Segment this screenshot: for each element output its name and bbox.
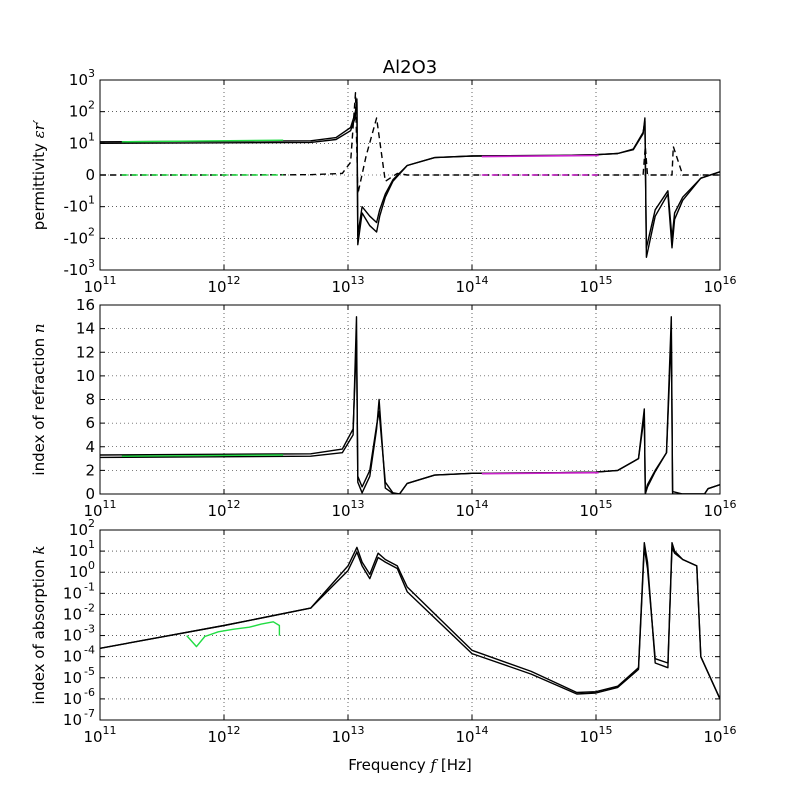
x-tick-label: 1015 <box>579 498 612 520</box>
absorption-series-line <box>186 621 281 648</box>
y-tick-label: 10 -7 <box>63 707 95 729</box>
x-tick-label: 1013 <box>331 724 364 746</box>
absorption-series-line <box>100 542 720 700</box>
refraction-series-line <box>100 333 720 494</box>
y-tick-label: -103 <box>64 257 96 279</box>
y-tick-label: 10 -5 <box>63 665 95 687</box>
y-tick-label: 10 -2 <box>63 601 95 623</box>
x-tick-label: 1014 <box>455 498 488 520</box>
absorption-series-line <box>100 546 720 700</box>
chart-title: Al2O3 <box>383 57 437 78</box>
x-tick-label: 1014 <box>455 274 488 296</box>
permittivity-series-line <box>481 154 599 158</box>
x-tick-label: 1012 <box>207 498 240 520</box>
y-tick-label: -102 <box>64 225 96 247</box>
x-tick-label: 1016 <box>703 724 736 746</box>
refraction-series-line <box>121 454 284 457</box>
x-axis-label-post: [Hz] <box>436 756 472 774</box>
y-tick-label: 100 <box>69 559 95 581</box>
y-tick-label: 10 -3 <box>63 623 95 645</box>
y-tick-label: 14 <box>76 320 95 338</box>
y-tick-label: 10 -6 <box>63 686 95 708</box>
refraction-panel: 1011 1012 1013 1014 1015 10160246810121416ind… <box>30 296 737 520</box>
y-tick-label: 12 <box>76 343 95 361</box>
x-tick-label: 1015 <box>579 274 612 296</box>
y-tick-label: 0 <box>85 485 95 503</box>
y-tick-label: 101 <box>69 130 95 152</box>
permittivity-y-axis-label: permittivity εr′ <box>30 119 48 230</box>
y-tick-label: 10 <box>76 367 95 385</box>
x-axis-label: Frequency f [Hz] <box>348 756 471 774</box>
x-tick-label: 1016 <box>703 498 736 520</box>
x-tick-label: 1012 <box>207 724 240 746</box>
permittivity-series-line <box>100 92 720 195</box>
permittivity-axes-frame <box>99 79 721 271</box>
x-tick-label: 1011 <box>83 724 116 746</box>
x-axis-label-var: f <box>430 756 439 774</box>
x-tick-label: 1015 <box>579 724 612 746</box>
x-tick-label: 1011 <box>83 274 116 296</box>
y-tick-label: -101 <box>64 194 96 216</box>
y-tick-label: 10 -1 <box>63 580 95 602</box>
x-tick-label: 1014 <box>455 724 488 746</box>
y-tick-label: 0 <box>85 166 95 184</box>
x-tick-label: 1012 <box>207 274 240 296</box>
y-tick-label: 8 <box>85 391 95 409</box>
refraction-series-line <box>481 471 599 475</box>
refraction-y-axis-label: index of refraction n <box>30 323 48 475</box>
permittivity-series-line <box>100 101 720 249</box>
y-tick-label: 101 <box>69 538 95 560</box>
permittivity-series-line <box>100 98 720 258</box>
x-tick-label: 1013 <box>331 498 364 520</box>
x-tick-label: 1011 <box>83 498 116 520</box>
y-tick-label: 10 -4 <box>63 644 95 666</box>
y-tick-label: 2 <box>85 461 95 479</box>
absorption-y-axis-label: index of absorption k <box>30 545 48 704</box>
permittivity-series-line <box>121 139 284 143</box>
y-tick-label: 102 <box>69 99 95 121</box>
y-tick-label: 4 <box>85 438 95 456</box>
refraction-series-line <box>100 316 720 494</box>
y-tick-label: 102 <box>69 517 95 539</box>
absorption-axes-frame <box>99 529 721 721</box>
refraction-axes-frame <box>99 304 721 495</box>
y-tick-label: 103 <box>69 67 95 89</box>
permittivity-panel: 1011 1012 1013 1014 1015 1016 103 102 101 0 -101 -1… <box>30 67 737 296</box>
x-tick-label: 1016 <box>703 274 736 296</box>
y-tick-label: 16 <box>76 296 95 314</box>
y-tick-label: 6 <box>85 414 95 432</box>
x-axis-label-pre: Frequency <box>348 756 430 774</box>
x-tick-label: 1013 <box>331 274 364 296</box>
